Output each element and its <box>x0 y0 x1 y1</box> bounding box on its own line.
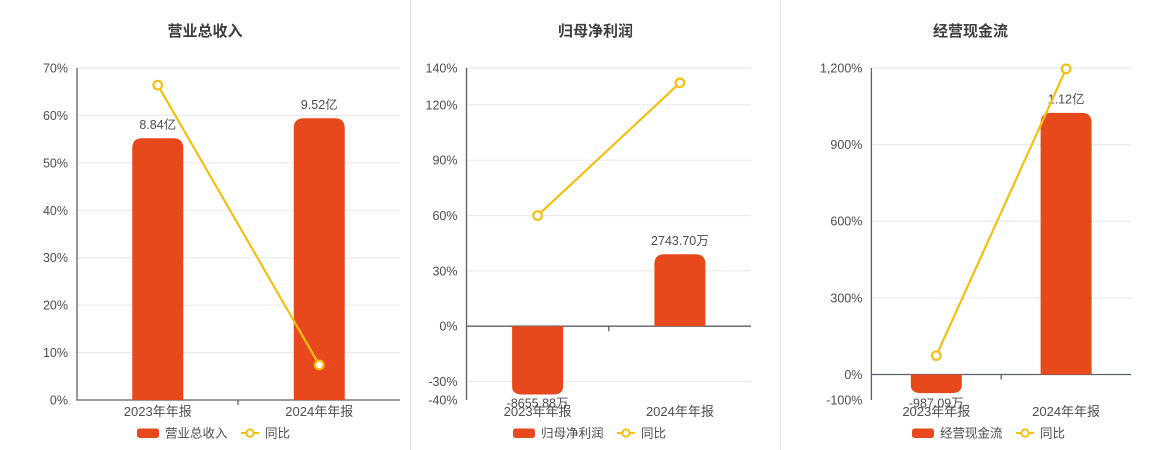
svg-text:9.52亿: 9.52亿 <box>301 97 338 112</box>
svg-text:营业总收入: 营业总收入 <box>165 427 228 441</box>
svg-text:120%: 120% <box>426 98 458 112</box>
svg-text:8.84亿: 8.84亿 <box>139 117 176 132</box>
svg-text:归母净利润: 归母净利润 <box>541 427 604 441</box>
svg-text:2743.70万: 2743.70万 <box>651 234 709 248</box>
svg-text:同比: 同比 <box>265 427 290 441</box>
svg-text:60%: 60% <box>43 109 68 123</box>
svg-text:90%: 90% <box>432 154 457 168</box>
svg-text:2024年年报: 2024年年报 <box>646 404 714 419</box>
svg-text:0%: 0% <box>439 320 457 334</box>
svg-text:40%: 40% <box>43 204 68 218</box>
svg-text:10%: 10% <box>43 346 68 360</box>
svg-text:0%: 0% <box>844 368 862 382</box>
svg-text:300%: 300% <box>830 291 862 305</box>
svg-text:2024年年报: 2024年年报 <box>1032 404 1100 419</box>
svg-text:同比: 同比 <box>1040 427 1065 441</box>
svg-text:70%: 70% <box>43 62 68 76</box>
svg-text:900%: 900% <box>830 138 862 152</box>
svg-text:2024年年报: 2024年年报 <box>285 404 353 419</box>
svg-text:1,200%: 1,200% <box>820 62 862 76</box>
svg-text:50%: 50% <box>43 156 68 170</box>
svg-text:经营现金流: 经营现金流 <box>940 426 1003 441</box>
svg-text:30%: 30% <box>43 251 68 265</box>
svg-text:20%: 20% <box>43 299 68 313</box>
svg-text:30%: 30% <box>432 264 457 278</box>
svg-text:600%: 600% <box>830 215 862 229</box>
svg-text:0%: 0% <box>50 394 68 408</box>
svg-text:140%: 140% <box>426 62 458 76</box>
svg-text:-30%: -30% <box>428 375 457 389</box>
svg-text:2023年年报: 2023年年报 <box>124 404 192 419</box>
svg-text:同比: 同比 <box>641 427 666 441</box>
svg-text:60%: 60% <box>432 209 457 223</box>
svg-text:2023年年报: 2023年年报 <box>902 404 970 419</box>
svg-text:2023年年报: 2023年年报 <box>504 404 572 419</box>
svg-text:-100%: -100% <box>826 394 862 408</box>
svg-text:-40%: -40% <box>428 394 457 408</box>
